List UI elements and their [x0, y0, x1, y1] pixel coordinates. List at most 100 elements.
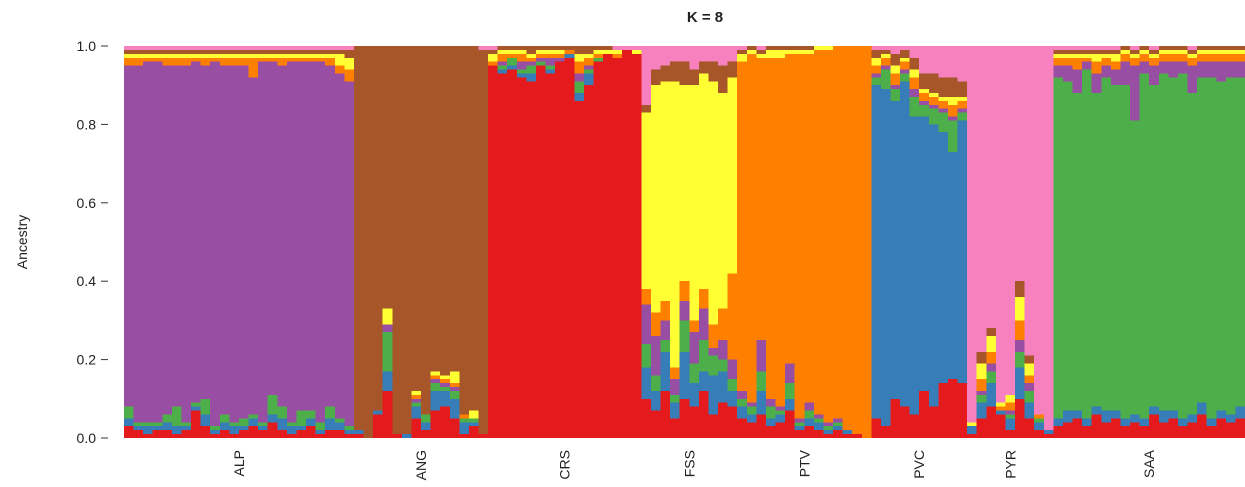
ancestry-segment [229, 426, 240, 435]
ancestry-segment [1225, 53, 1236, 62]
ancestry-segment [583, 53, 594, 58]
ancestry-segment [900, 49, 911, 58]
ancestry-segment [698, 340, 709, 372]
ancestry-segment [535, 46, 547, 50]
ancestry-segment [689, 363, 700, 384]
ancestry-segment [325, 53, 336, 58]
x-tick-label: PYR [1002, 450, 1018, 479]
ancestry-segment [334, 418, 345, 423]
ancestry-segment [1139, 49, 1150, 54]
ancestry-segment [861, 46, 872, 438]
ancestry-segment [670, 394, 681, 403]
ancestry-segment [1139, 426, 1150, 438]
ancestry-segment [574, 100, 585, 438]
ancestry-segment [1177, 73, 1189, 419]
ancestry-segment [909, 46, 920, 58]
ancestry-segment [468, 410, 480, 419]
ancestry-segment [641, 104, 652, 113]
ancestry-segment [919, 93, 930, 101]
ancestry-segment [708, 46, 719, 62]
ancestry-segment [1101, 46, 1112, 50]
ancestry-segment [737, 46, 748, 50]
ancestry-segment [162, 57, 173, 66]
ancestry-segment [928, 124, 939, 407]
ancestry-segment [1005, 410, 1016, 415]
ancestry-segment [765, 398, 777, 407]
ancestry-segment [842, 46, 853, 431]
ancestry-segment [603, 53, 614, 439]
ancestry-segment [1120, 85, 1131, 419]
ancestry-segment [718, 359, 729, 372]
ancestry-segment [1158, 53, 1169, 62]
ancestry-segment [1072, 46, 1083, 50]
ancestry-segment [813, 414, 824, 419]
ancestry-segment [871, 65, 882, 74]
ancestry-segment [708, 375, 719, 415]
ancestry-segment [1139, 53, 1150, 62]
ancestry-segment [1158, 46, 1169, 50]
ancestry-segment [641, 398, 652, 438]
ancestry-segment [229, 46, 240, 50]
ancestry-segment [708, 81, 719, 325]
x-tick-label: PVC [911, 450, 927, 479]
ancestry-segment [823, 434, 834, 438]
ancestry-segment [660, 390, 671, 438]
ancestry-segment [382, 46, 393, 309]
ancestry-segment [181, 49, 192, 54]
ancestry-segment [1005, 414, 1016, 419]
ancestry-segment [938, 100, 949, 109]
ancestry-segment [1091, 414, 1102, 438]
ancestry-segment [612, 53, 623, 58]
ancestry-segment [794, 430, 805, 438]
ancestry-segment [880, 46, 891, 50]
ancestry-segment [555, 46, 566, 50]
ancestry-segment [152, 422, 163, 427]
ancestry-segment [1110, 418, 1121, 438]
ancestry-segment [171, 46, 182, 50]
ancestry-segment [1072, 49, 1083, 54]
ancestry-segment [1062, 49, 1074, 54]
ancestry-segment [746, 49, 757, 54]
ancestry-segment [152, 46, 163, 50]
ancestry-segment [267, 57, 278, 62]
ancestry-segment [564, 53, 575, 58]
ancestry-segment [775, 422, 786, 438]
ancestry-segment [1149, 53, 1160, 58]
ancestry-segment [315, 61, 326, 423]
ancestry-segment [411, 394, 422, 399]
ancestry-segment [440, 387, 451, 391]
ancestry-segment [986, 46, 997, 329]
ancestry-segment [258, 430, 269, 438]
ancestry-segment [1158, 49, 1169, 54]
ancestry-segment [181, 57, 192, 66]
ancestry-segment [1005, 46, 1016, 395]
ancestry-segment [698, 61, 709, 74]
ancestry-segment [267, 394, 278, 415]
ancestry-segment [449, 46, 460, 372]
ancestry-segment [1091, 46, 1102, 50]
y-tick-label: 0.6 [77, 195, 97, 211]
ancestry-segment [804, 426, 815, 438]
ancestry-segment [1168, 49, 1179, 54]
ancestry-segment [1072, 418, 1083, 438]
ancestry-segment [1158, 410, 1169, 423]
ancestry-segment [1168, 410, 1179, 419]
ancestry-segment [679, 281, 690, 301]
ancestry-segment [267, 49, 278, 54]
ancestry-segment [756, 390, 767, 415]
ancestry-segment [162, 430, 173, 438]
ancestry-segment [947, 120, 959, 152]
ancestry-segment [219, 422, 230, 431]
ancestry-segment [162, 49, 173, 54]
ancestry-segment [1168, 53, 1179, 62]
ancestry-segment [708, 347, 719, 356]
ancestry-segment [813, 422, 824, 431]
ancestry-segment [1168, 61, 1179, 78]
ancestry-segment [679, 46, 690, 62]
ancestry-segment [1101, 77, 1112, 411]
ancestry-segment [670, 379, 681, 395]
ancestry-segment [833, 46, 844, 419]
ancestry-segment [344, 46, 355, 50]
ancestry-segment [1024, 375, 1035, 384]
ancestry-segment [1062, 422, 1074, 438]
